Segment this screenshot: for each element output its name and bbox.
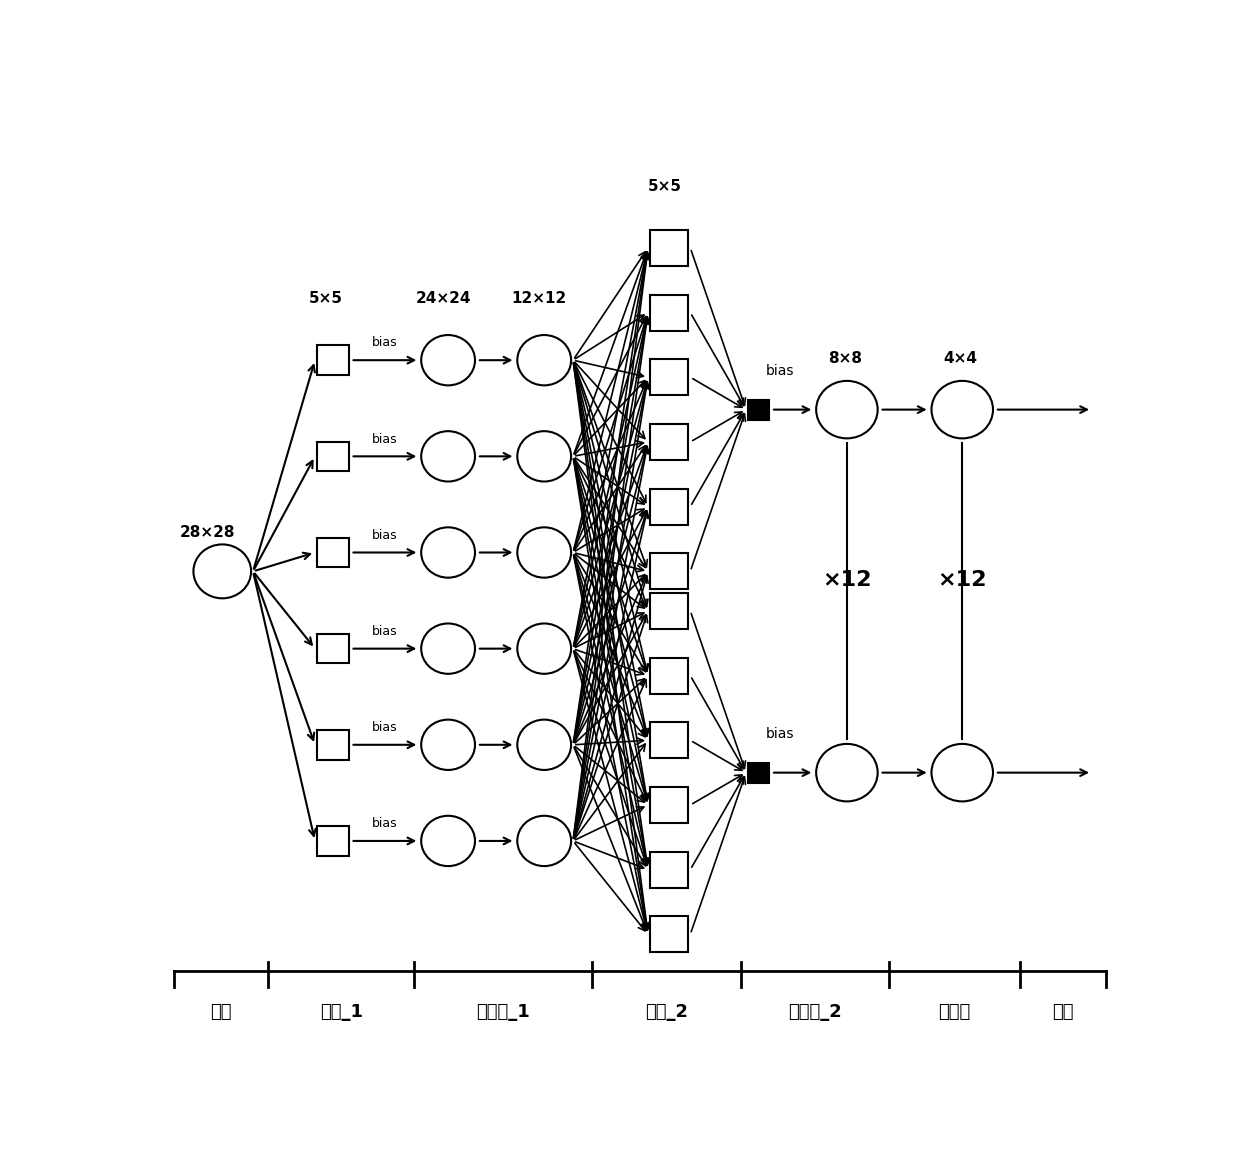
Text: ×12: ×12 xyxy=(822,571,872,591)
Text: bias: bias xyxy=(766,727,795,741)
Circle shape xyxy=(517,335,572,385)
FancyBboxPatch shape xyxy=(650,294,688,330)
FancyBboxPatch shape xyxy=(650,593,688,629)
FancyBboxPatch shape xyxy=(650,787,688,823)
Text: bias: bias xyxy=(372,721,398,734)
FancyBboxPatch shape xyxy=(650,489,688,525)
FancyBboxPatch shape xyxy=(650,722,688,759)
Text: bias: bias xyxy=(372,529,398,541)
Text: ×12: ×12 xyxy=(937,571,987,591)
FancyBboxPatch shape xyxy=(317,634,348,664)
Text: 8×8: 8×8 xyxy=(828,351,862,366)
Circle shape xyxy=(816,743,878,802)
Circle shape xyxy=(816,380,878,439)
Text: 5×5: 5×5 xyxy=(309,292,343,306)
FancyBboxPatch shape xyxy=(317,538,348,567)
FancyBboxPatch shape xyxy=(650,916,688,952)
FancyBboxPatch shape xyxy=(650,424,688,460)
Circle shape xyxy=(422,720,475,770)
Text: 降采样_2: 降采样_2 xyxy=(789,1002,842,1021)
FancyBboxPatch shape xyxy=(650,359,688,396)
Text: bias: bias xyxy=(372,624,398,638)
FancyBboxPatch shape xyxy=(748,400,769,419)
Circle shape xyxy=(517,527,572,578)
Text: 5×5: 5×5 xyxy=(647,179,681,194)
Text: 24×24: 24×24 xyxy=(415,292,471,306)
Text: 卷积_2: 卷积_2 xyxy=(645,1002,688,1021)
FancyBboxPatch shape xyxy=(650,230,688,266)
Text: bias: bias xyxy=(372,433,398,446)
Circle shape xyxy=(422,527,475,578)
FancyBboxPatch shape xyxy=(650,852,688,888)
FancyBboxPatch shape xyxy=(317,731,348,760)
Text: 卷积_1: 卷积_1 xyxy=(320,1002,363,1021)
Circle shape xyxy=(931,743,993,802)
Text: 输出: 输出 xyxy=(1053,1002,1074,1021)
Text: 28×28: 28×28 xyxy=(180,525,236,540)
Circle shape xyxy=(517,431,572,482)
Text: 降采样_1: 降采样_1 xyxy=(476,1002,531,1021)
FancyBboxPatch shape xyxy=(748,763,769,783)
FancyBboxPatch shape xyxy=(317,441,348,471)
FancyBboxPatch shape xyxy=(317,345,348,375)
Circle shape xyxy=(517,720,572,770)
Text: bias: bias xyxy=(766,364,795,378)
Text: 输入: 输入 xyxy=(211,1002,232,1021)
Circle shape xyxy=(422,816,475,866)
Circle shape xyxy=(517,623,572,673)
Text: 4×4: 4×4 xyxy=(944,351,977,366)
Circle shape xyxy=(422,335,475,385)
FancyBboxPatch shape xyxy=(650,658,688,693)
Text: bias: bias xyxy=(372,336,398,349)
Text: 全连接: 全连接 xyxy=(939,1002,971,1021)
Text: 12×12: 12×12 xyxy=(512,292,567,306)
Circle shape xyxy=(931,380,993,439)
FancyBboxPatch shape xyxy=(650,553,688,589)
Circle shape xyxy=(517,816,572,866)
Circle shape xyxy=(422,623,475,673)
FancyBboxPatch shape xyxy=(317,826,348,855)
Circle shape xyxy=(193,544,250,599)
Text: bias: bias xyxy=(372,817,398,830)
Circle shape xyxy=(422,431,475,482)
